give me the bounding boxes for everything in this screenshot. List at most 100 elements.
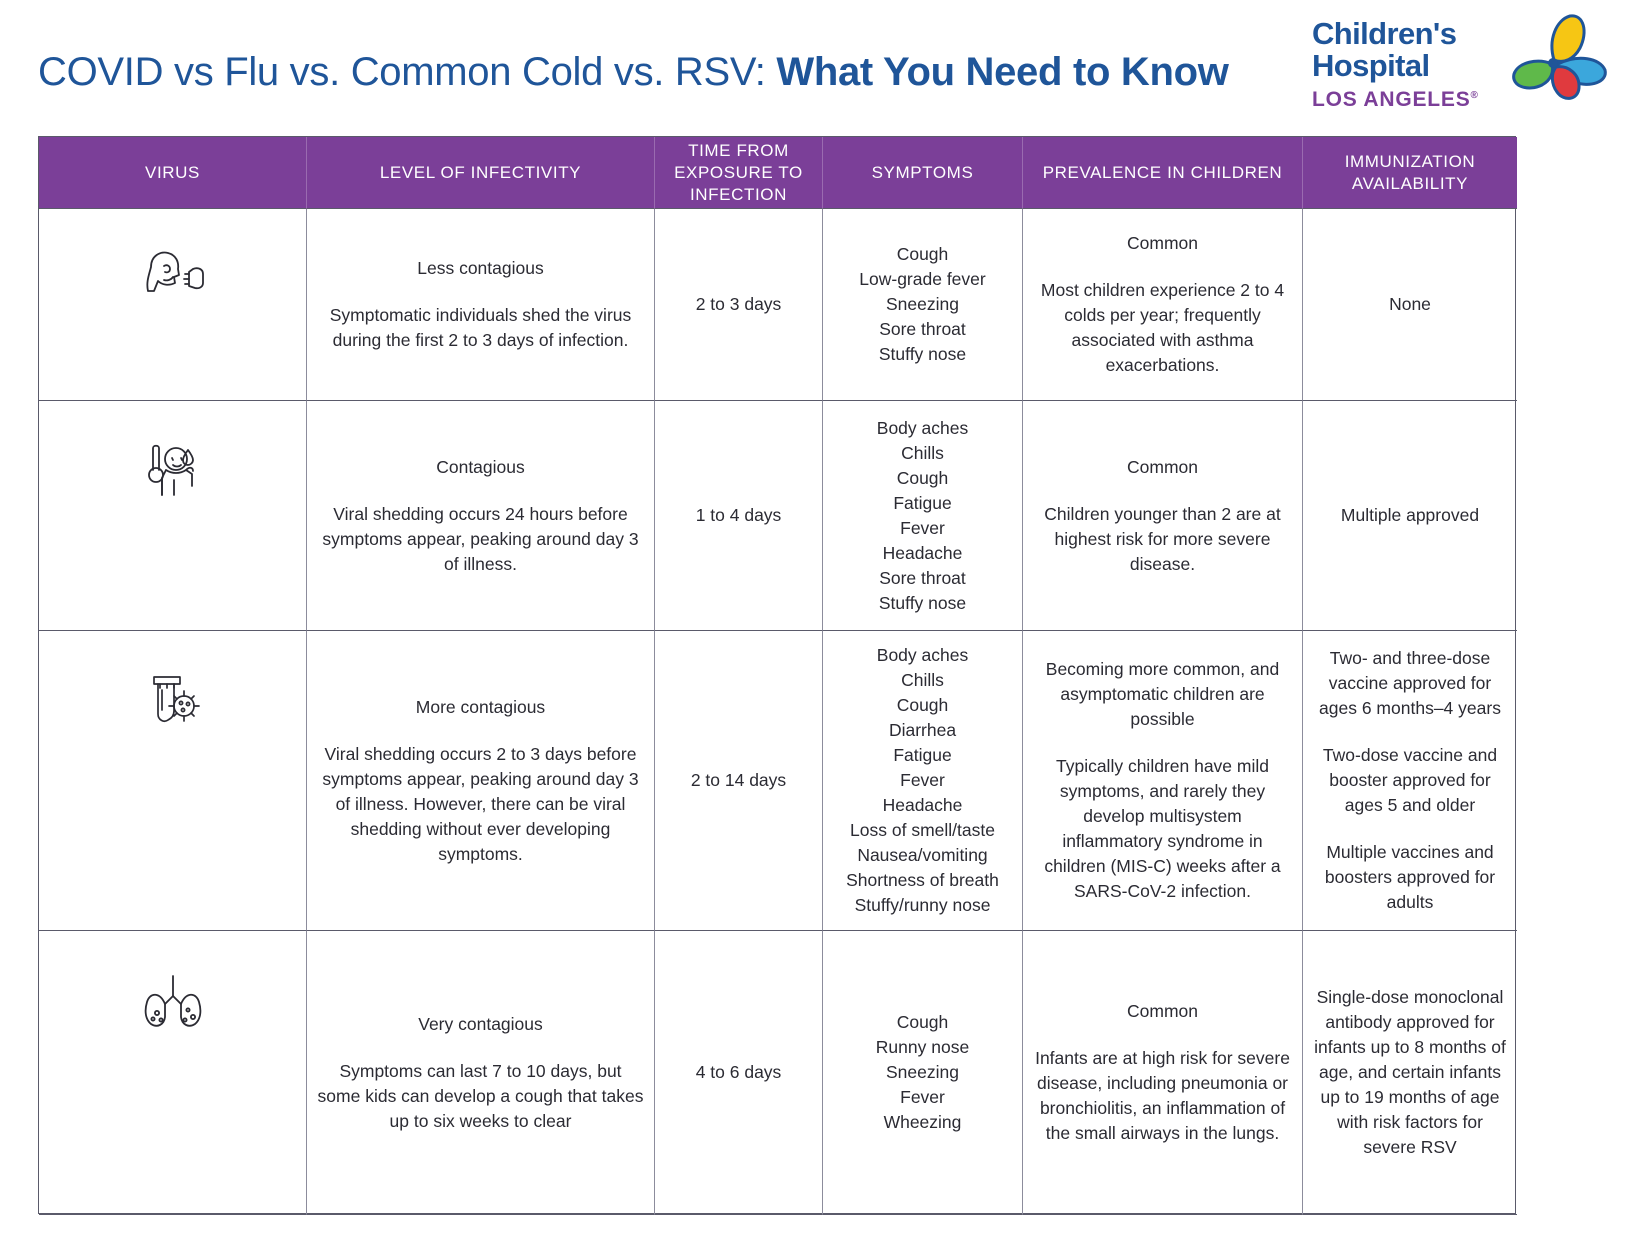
symptom-item: Wheezing [883,1112,962,1132]
infectivity-line-1: More contagious [415,696,546,717]
virus-scientific-name: Influenza virus (A and B) [85,596,260,613]
virus-scientific-name: Severe acute respiratory syndrome corona… [57,850,288,913]
column-header-virus: VIRUS [39,137,307,209]
cell-infectivity-common-cold: Less contagious Symptomatic individuals … [307,209,655,401]
symptom-item: Nausea/vomiting [857,845,988,865]
symptom-item: Stuffy nose [878,592,967,613]
infectivity-line-1: Contagious [436,456,525,477]
symptom-item: Shortness of breath [846,870,999,890]
symptom-item: Cough [896,1012,949,1032]
cell-infectivity-rsv: Very contagious Symptoms can last 7 to 1… [307,931,655,1215]
immunization-line-1: None [1389,294,1431,314]
symptom-item: Stuffy nose [878,344,967,364]
lungs-icon [124,953,221,1049]
cell-prevalence-rsv: Common Infants are at high risk for seve… [1023,931,1303,1215]
comparison-table: VIRUS LEVEL OF INFECTIVITY TIME FROM EXP… [38,136,1517,1215]
logo-line-hospital: Hospital [1312,48,1430,83]
symptom-item: Sore throat [879,319,966,339]
symptom-item: Fever [900,1087,945,1107]
cell-symptoms-common-cold: Cough Low-grade fever Sneezing Sore thro… [823,209,1023,401]
cell-immunization-covid: Two- and three-dose vaccine approved for… [1303,631,1517,931]
prevalence-line-2: Typically children have mild symptoms, a… [1044,756,1281,901]
symptom-item: Headache [882,542,963,563]
cell-time-covid: 2 to 14 days [655,631,823,931]
symptom-item: Sore throat [879,567,966,588]
hospital-logo: Children's Hospital LOS ANGELES® [1284,8,1614,120]
symptom-item: Chills [901,442,944,463]
symptom-item: Body aches [876,645,969,665]
infectivity-line-1: Less contagious [417,258,544,278]
symptom-item: Fever [900,517,945,538]
infectivity-line-2: Viral shedding occurs 24 hours before sy… [322,503,639,574]
symptom-item: Chills [901,670,944,690]
symptom-item: Runny nose [875,1037,970,1057]
table-row: COMMON COLD Rhinovirus [39,209,307,401]
table-row: SEASONAL INFLUENZA Influenza virus (A an… [39,401,307,631]
symptom-item: Cough [896,244,949,264]
symptom-item: Fatigue [893,492,952,513]
person-sneezing-icon [124,231,221,325]
page-title: COVID vs Flu vs. Common Cold vs. RSV: Wh… [38,50,1229,95]
symptom-item: Loss of smell/taste [850,820,995,840]
symptom-item: Diarrhea [888,720,957,740]
virus-name: RSV [151,1151,194,1173]
registered-mark: ® [1470,90,1479,101]
cell-symptoms-influenza: Body aches Chills Cough Fatigue Fever He… [823,401,1023,631]
infectivity-line-2: Symptoms can last 7 to 10 days, but some… [317,1060,644,1131]
cell-infectivity-influenza: Contagious Viral shedding occurs 24 hour… [307,401,655,631]
column-header-symptoms: SYMPTOMS [823,137,1023,209]
virus-name: COMMON COLD [91,337,254,359]
cell-infectivity-covid: More contagious Viral shedding occurs 2 … [307,631,655,931]
symptom-item: Sneezing [886,294,959,314]
cell-immunization-influenza: Multiple approved [1303,401,1517,631]
logo-wordmark: Children's Hospital LOS ANGELES® [1312,18,1479,112]
thermometer-fever-icon [124,423,221,519]
page-header: COVID vs Flu vs. Common Cold vs. RSV: Wh… [0,0,1644,130]
column-header-time-from-exposure: TIME FROM EXPOSURE TO INFECTION [655,137,823,209]
cell-symptoms-rsv: Cough Runny nose Sneezing Fever Wheezing [823,931,1023,1215]
symptom-item: Stuffy/runny nose [854,895,991,915]
cell-time-rsv: 4 to 6 days [655,931,823,1215]
cell-prevalence-influenza: Common Children younger than 2 are at hi… [1023,401,1303,631]
symptom-item: Fever [900,770,945,790]
column-header-prevalence-in-children: PREVALENCE IN CHILDREN [1023,137,1303,209]
virus-scientific-name: Rhinovirus [134,366,211,383]
immunization-line-1: Multiple approved [1340,505,1480,525]
cell-time-influenza: 1 to 4 days [655,401,823,631]
symptom-item: Cough [896,695,949,715]
cell-immunization-common-cold: None [1303,209,1517,401]
symptom-item: Headache [882,795,963,815]
logo-line-childrens: Children's [1312,16,1457,51]
virus-name: SEASONAL INFLUENZA [53,567,292,589]
symptom-item: Low-grade fever [859,269,986,289]
symptom-item: Fatigue [893,745,952,765]
cell-symptoms-covid: Body aches Chills Cough Diarrhea Fatigue… [823,631,1023,931]
immunization-line-3: Multiple vaccines and boosters approved … [1324,842,1496,912]
infectivity-line-2: Symptomatic individuals shed the virus d… [329,305,632,350]
immunization-line-1: Single-dose monoclonal antibody approved… [1314,987,1506,1157]
immunization-line-1: Two- and three-dose vaccine approved for… [1319,648,1501,718]
prevalence-line-2: Infants are at high risk for severe dise… [1035,1048,1290,1143]
infectivity-line-2: Viral shedding occurs 2 to 3 days before… [322,743,639,864]
symptom-item: Body aches [876,417,969,438]
infectivity-line-1: Very contagious [418,1013,543,1034]
cell-immunization-rsv: Single-dose monoclonal antibody approved… [1303,931,1517,1215]
table-row: COVID-19 Severe acute respiratory syndro… [39,631,307,931]
column-header-immunization-availability: IMMUNIZATION AVAILABILITY [1303,137,1517,209]
immunization-line-2: Two-dose vaccine and booster approved fo… [1322,745,1498,815]
prevalence-line-1: Common [1127,1001,1198,1021]
prevalence-line-2: Children younger than 2 are at highest r… [1044,503,1281,574]
prevalence-line-2: Most children experience 2 to 4 colds pe… [1040,280,1285,375]
prevalence-line-1: Common [1127,456,1198,477]
column-header-level-of-infectivity: LEVEL OF INFECTIVITY [307,137,655,209]
cell-time-common-cold: 2 to 3 days [655,209,823,401]
butterfly-pinwheel-icon [1490,12,1608,125]
test-tube-virus-icon [124,653,221,749]
table-row: RSV Respiratory syncytial virus [39,931,307,1215]
prevalence-line-1: Common [1127,233,1198,253]
virus-scientific-name: Respiratory syncytial virus [79,1180,266,1197]
symptom-item: Cough [896,467,949,488]
cell-prevalence-covid: Becoming more common, and asymptomatic c… [1023,631,1303,931]
virus-name: COVID-19 [124,821,221,843]
